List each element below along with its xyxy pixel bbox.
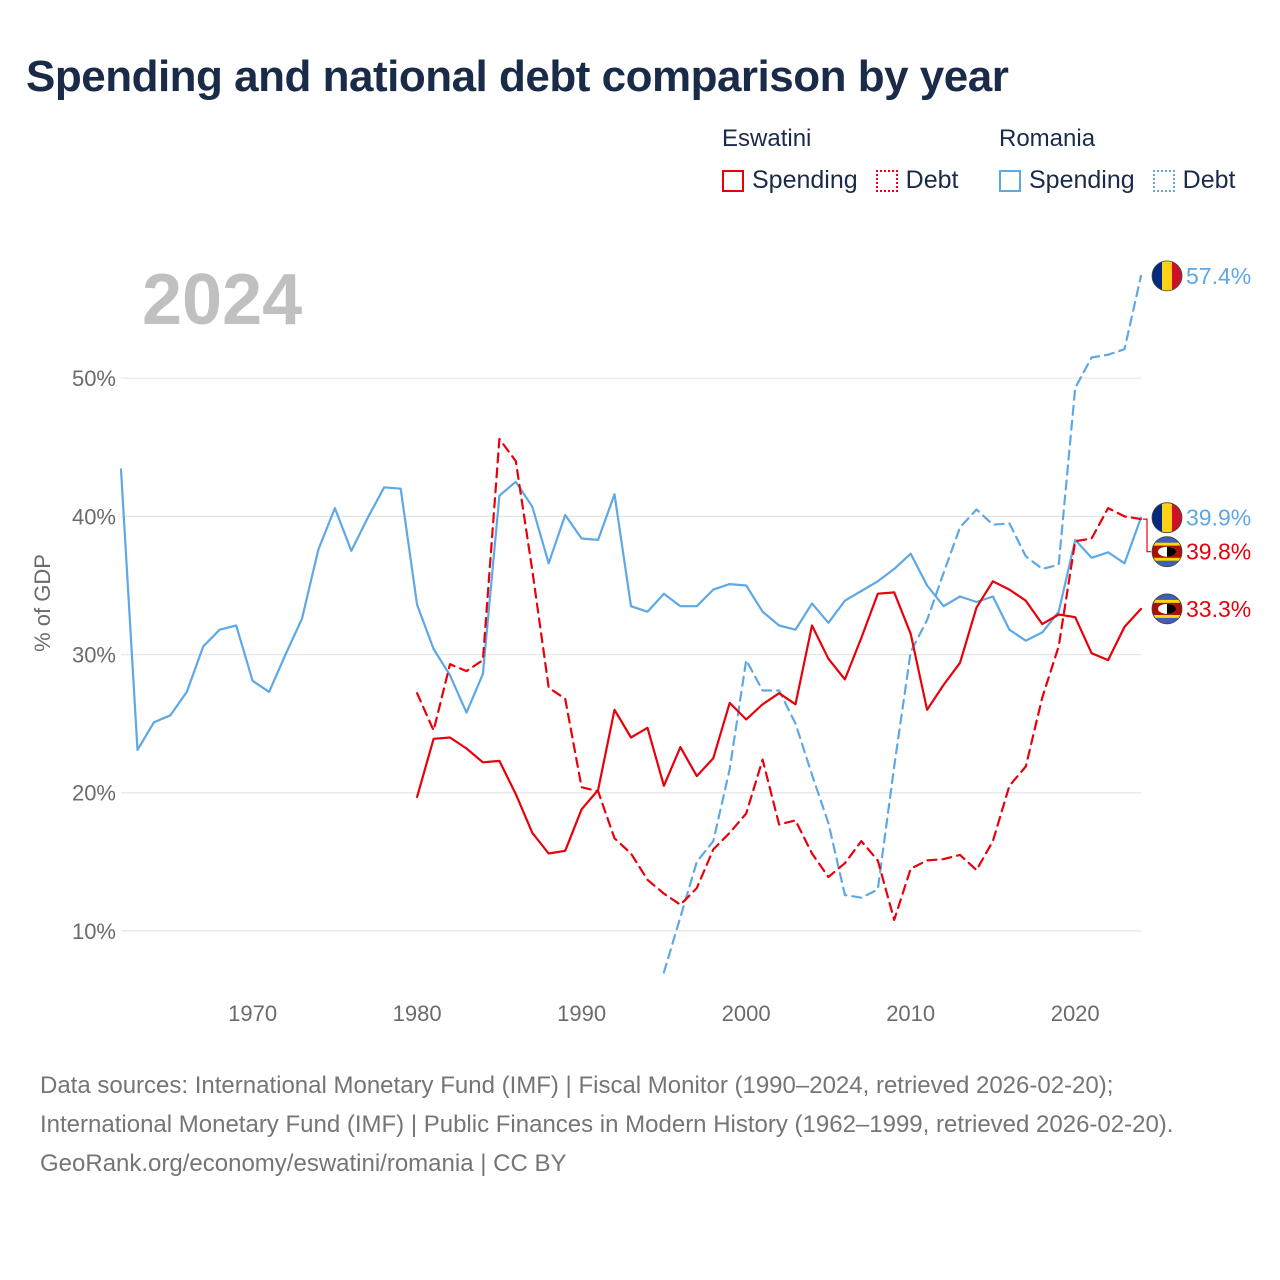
legend-romania-spending[interactable]: Spending: [999, 166, 1135, 195]
end-value-label: 39.9%: [1186, 505, 1251, 531]
series-line-eswatini-spending[interactable]: [416, 580, 1143, 855]
dashed-line-swatch-icon: [875, 169, 898, 192]
solid-line-swatch-icon: [999, 169, 1021, 192]
footer: Data sources: International Monetary Fun…: [40, 1066, 1240, 1183]
year-label: 2024: [142, 260, 302, 340]
credit-link[interactable]: GeoRank.org/economy/eswatini/romania | C…: [40, 1150, 567, 1177]
x-tick-label: 1990: [557, 1001, 606, 1026]
y-tick-label: 20%: [72, 781, 116, 806]
legend-romania-debt-label: Debt: [1182, 166, 1236, 194]
legend-eswatini-debt-label: Debt: [905, 166, 959, 194]
y-axis-label: % of GDP: [30, 554, 55, 652]
dashed-line-swatch-icon: [1152, 169, 1175, 192]
x-tick-label: 2010: [886, 1001, 935, 1026]
legend-eswatini: Eswatini Spending Debt: [722, 124, 958, 195]
legend-romania: Romania Spending Debt: [999, 124, 1235, 195]
x-tick-label: 2020: [1051, 1001, 1100, 1026]
legend-country-romania: Romania: [999, 125, 1096, 152]
solid-line-swatch-icon: [722, 169, 744, 192]
legend-eswatini-debt[interactable]: Debt: [875, 166, 959, 195]
y-tick-label: 10%: [72, 919, 116, 944]
romania-flag-icon: [1151, 260, 1183, 292]
eswatini-flag-icon: [1151, 536, 1183, 568]
x-tick-label: 2000: [722, 1001, 771, 1026]
x-tick-label: 1980: [393, 1001, 442, 1026]
x-tick-label: 1970: [228, 1001, 277, 1026]
end-label-connector: [1143, 518, 1151, 553]
romania-flag-icon: [1151, 502, 1183, 534]
legend-eswatini-spending[interactable]: Spending: [722, 166, 858, 195]
legend-romania-debt[interactable]: Debt: [1152, 166, 1236, 195]
chart-title: Spending and national debt comparison by…: [26, 52, 1009, 101]
legend-eswatini-spending-label: Spending: [752, 166, 858, 194]
end-value-label: 33.3%: [1186, 596, 1251, 622]
eswatini-flag-icon: [1151, 593, 1183, 625]
legend-country-eswatini: Eswatini: [722, 125, 812, 152]
series-line-romania-spending[interactable]: [119, 468, 1143, 752]
end-value-label: 57.4%: [1186, 263, 1251, 289]
y-tick-label: 50%: [72, 366, 116, 391]
series-line-eswatini-debt[interactable]: [416, 437, 1143, 922]
series-line-romania-debt[interactable]: [662, 274, 1143, 974]
y-tick-label: 40%: [72, 504, 116, 529]
legend-romania-spending-label: Spending: [1029, 166, 1135, 194]
y-tick-label: 30%: [72, 643, 116, 668]
line-chart: 2024 % of GDP 10% 20% 30% 40% 50% 1970 1980 19…: [30, 260, 1251, 1026]
end-value-label: 39.8%: [1186, 539, 1251, 565]
data-sources-note: Data sources: International Monetary Fun…: [40, 1072, 1174, 1138]
